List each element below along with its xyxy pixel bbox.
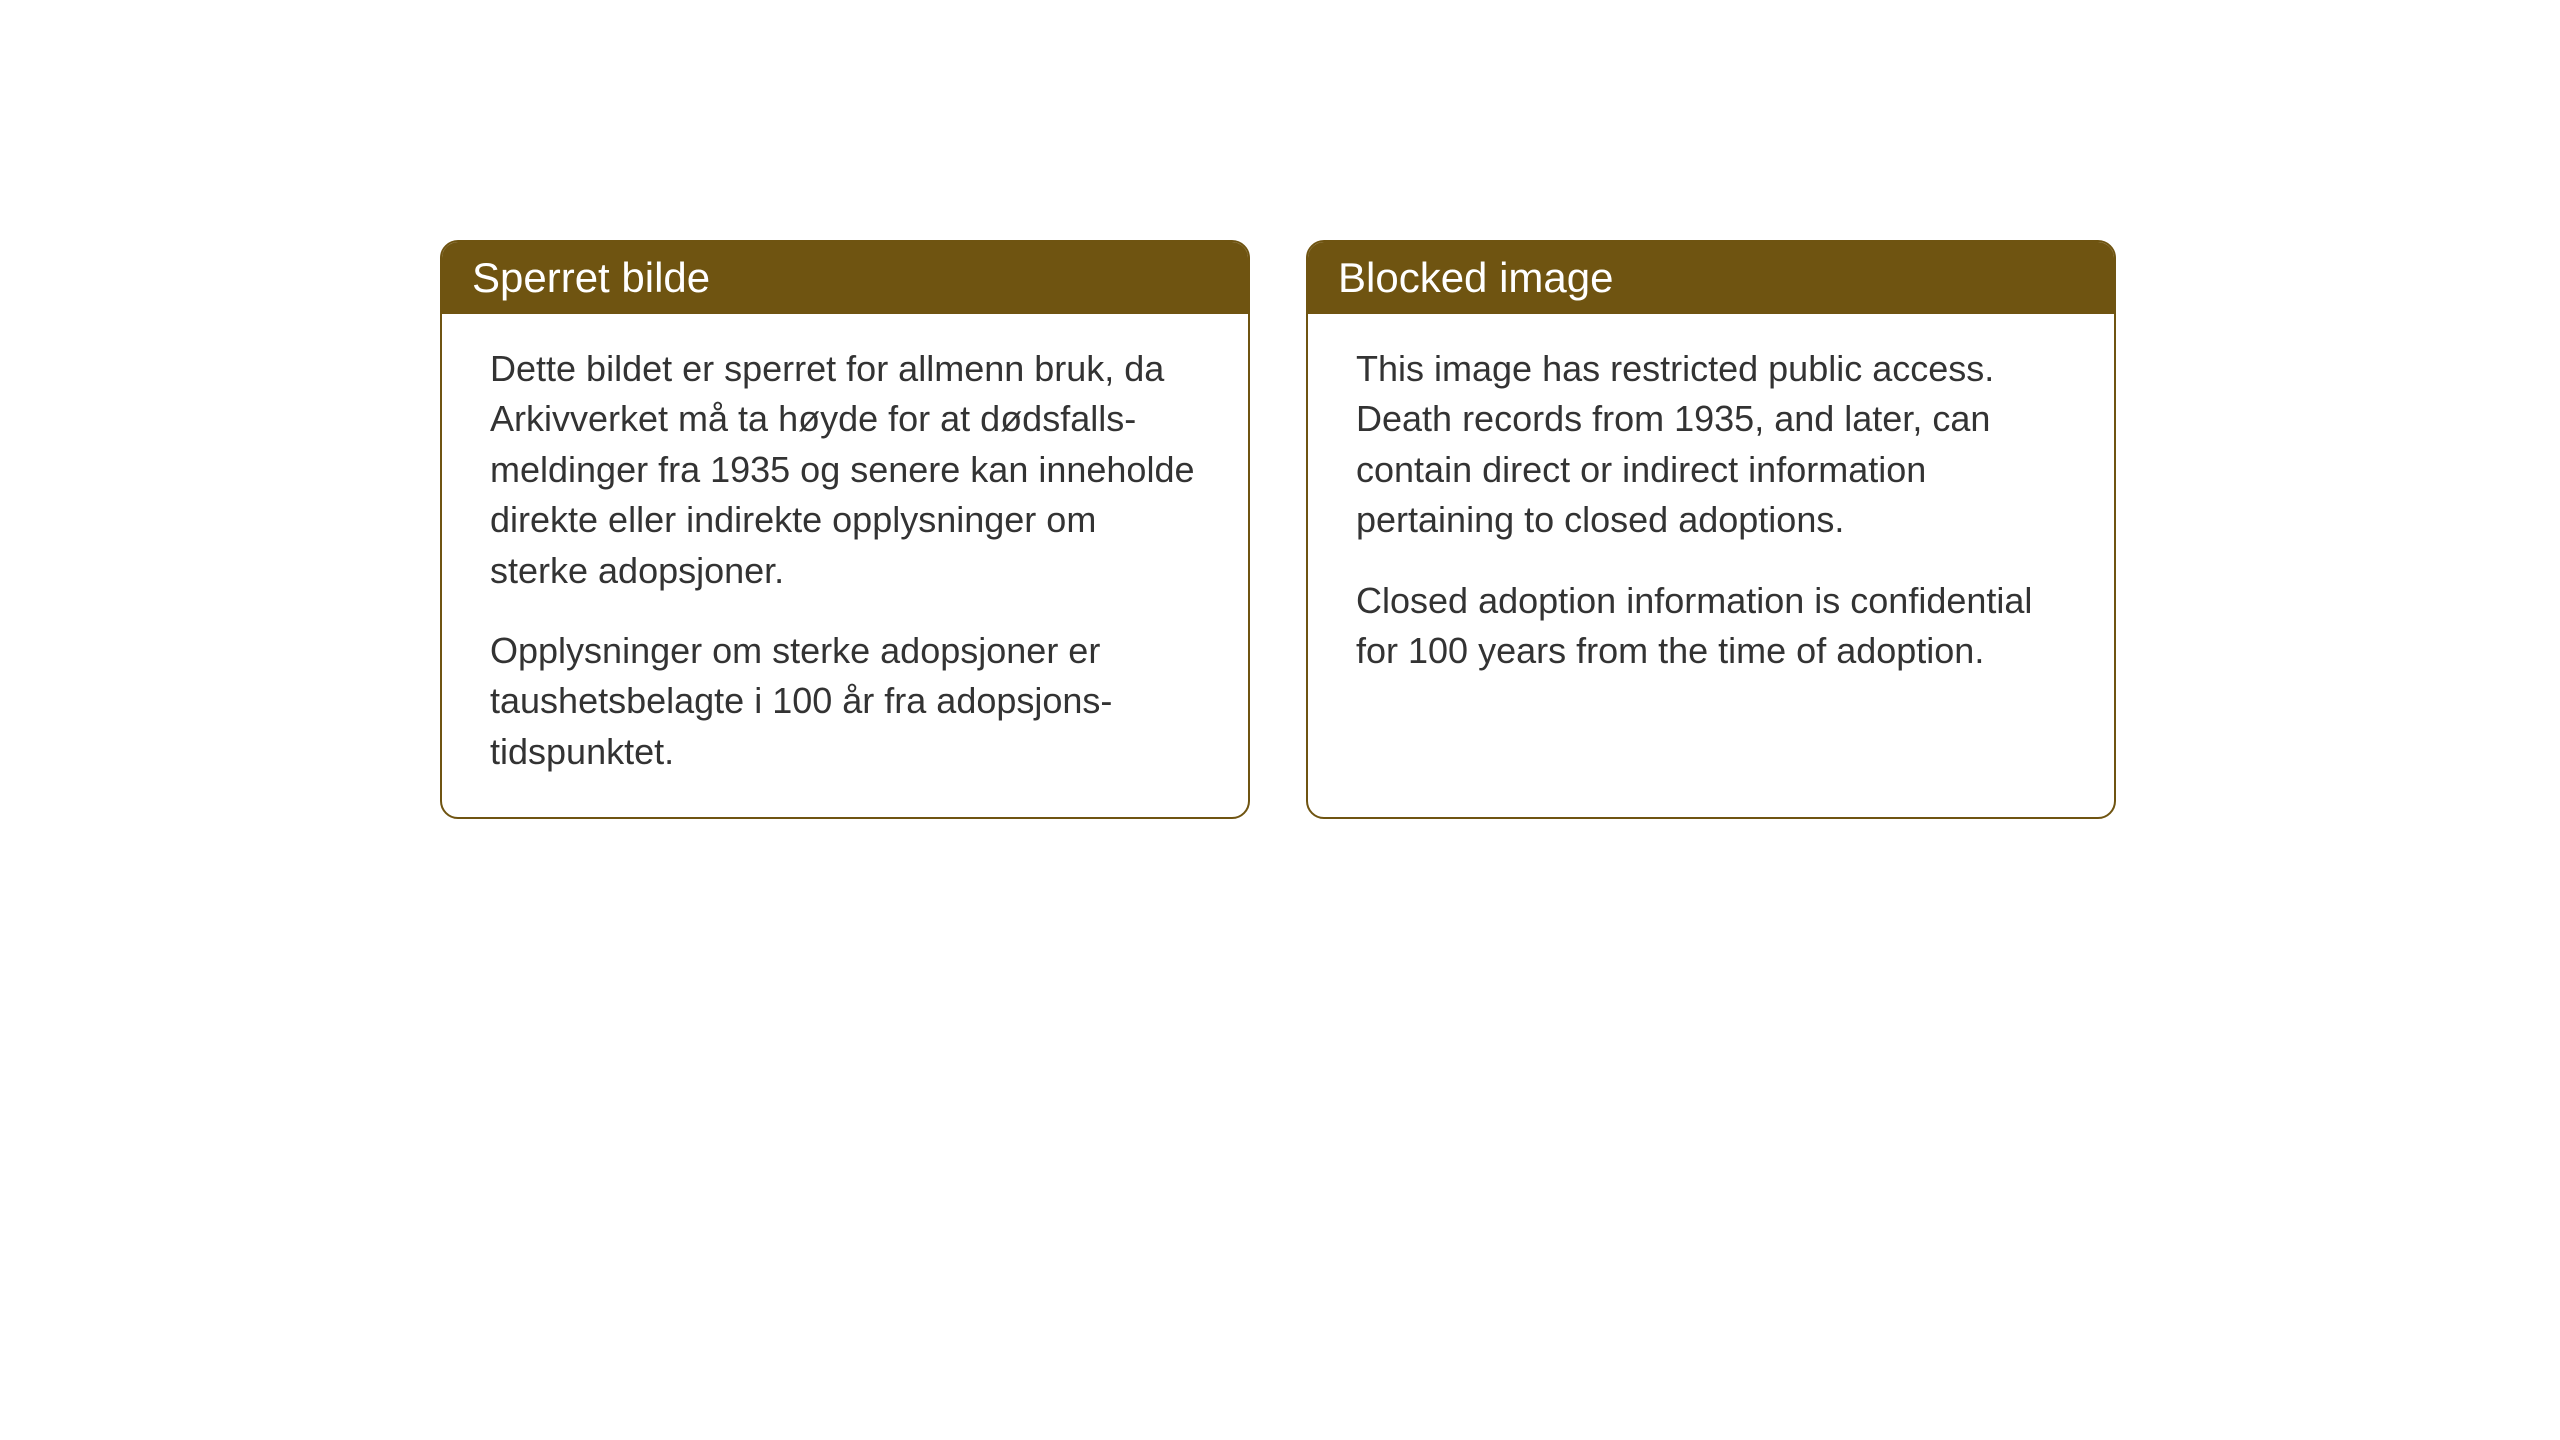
norwegian-paragraph-1: Dette bildet er sperret for allmenn bruk… [490, 344, 1200, 596]
norwegian-notice-card: Sperret bilde Dette bildet er sperret fo… [440, 240, 1250, 819]
english-notice-card: Blocked image This image has restricted … [1306, 240, 2116, 819]
english-paragraph-1: This image has restricted public access.… [1356, 344, 2066, 546]
english-paragraph-2: Closed adoption information is confident… [1356, 576, 2066, 677]
norwegian-card-body: Dette bildet er sperret for allmenn bruk… [442, 314, 1248, 817]
norwegian-paragraph-2: Opplysninger om sterke adopsjoner er tau… [490, 626, 1200, 777]
english-card-title: Blocked image [1308, 242, 2114, 314]
norwegian-card-title: Sperret bilde [442, 242, 1248, 314]
english-card-body: This image has restricted public access.… [1308, 314, 2114, 716]
notice-container: Sperret bilde Dette bildet er sperret fo… [440, 240, 2116, 819]
